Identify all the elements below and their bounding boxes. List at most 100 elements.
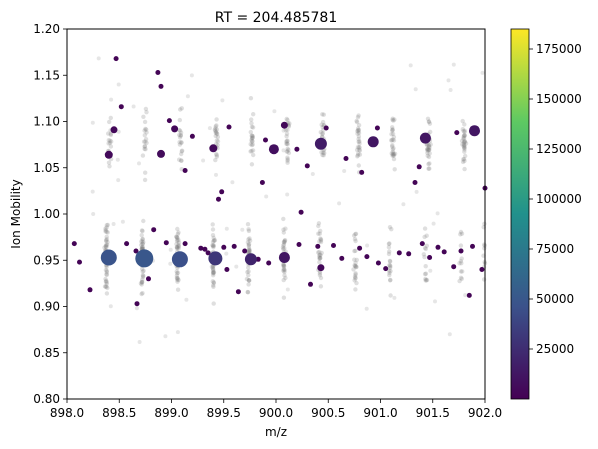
background-point [246, 282, 250, 286]
y-tick-label: 0.85 [33, 346, 60, 360]
background-point [141, 153, 145, 157]
background-point [390, 138, 394, 142]
background-point [105, 269, 109, 273]
chart-title: RT = 204.485781 [215, 10, 338, 26]
background-point [224, 252, 228, 256]
background-point [388, 263, 392, 267]
background-point [282, 148, 286, 152]
background-point [247, 243, 251, 247]
data-point [427, 255, 432, 260]
x-tick-label: 898.0 [50, 406, 84, 420]
background-point [144, 107, 148, 111]
data-point [294, 147, 299, 152]
data-point [263, 138, 268, 143]
y-tick-label: 0.90 [33, 300, 60, 314]
data-point [221, 245, 226, 250]
background-point [138, 340, 142, 344]
background-point [211, 244, 215, 248]
background-point [250, 136, 254, 140]
data-point [305, 163, 310, 168]
background-point [178, 129, 182, 133]
background-point [393, 167, 397, 171]
background-point [452, 63, 456, 67]
background-point [448, 332, 452, 336]
background-point [109, 98, 113, 102]
background-point [106, 131, 110, 135]
y-axis: 0.800.850.900.951.001.051.101.151.20 [33, 22, 67, 406]
x-tick-label: 899.5 [207, 406, 241, 420]
background-point [355, 132, 359, 136]
background-point [447, 78, 451, 82]
background-point [482, 222, 486, 226]
background-point [246, 227, 250, 231]
background-point [424, 278, 428, 282]
data-point [155, 70, 160, 75]
data-point [157, 150, 165, 158]
background-point [141, 237, 145, 241]
background-point [356, 113, 360, 117]
y-axis-label: Ion Mobility [9, 179, 23, 248]
data-point [146, 276, 151, 281]
colorbar-tick-label: 125000 [536, 142, 582, 156]
x-axis-label: m/z [265, 425, 287, 439]
colorbar-tick-label: 150000 [536, 92, 582, 106]
data-point [114, 56, 119, 61]
data-point [119, 104, 124, 109]
background-point [425, 147, 429, 151]
data-point [406, 251, 411, 256]
data-point [219, 189, 224, 194]
colorbar [511, 29, 529, 399]
background-point [424, 272, 428, 276]
background-point [178, 118, 182, 122]
background-point [140, 282, 144, 286]
background-point [387, 271, 391, 275]
background-point [463, 129, 467, 133]
background-point [143, 127, 147, 131]
background-point [112, 222, 116, 226]
data-point [101, 250, 117, 266]
data-point [459, 249, 464, 254]
data-point [88, 287, 93, 292]
background-point [388, 225, 392, 229]
background-point [391, 150, 395, 154]
data-point [299, 210, 304, 215]
colorbar-tick-label: 175000 [536, 42, 582, 56]
background-point [177, 241, 181, 245]
background-point [462, 133, 466, 137]
background-point [317, 260, 321, 264]
background-point [282, 296, 286, 300]
background-point [104, 279, 108, 283]
background-point [184, 298, 188, 302]
background-point [427, 166, 431, 170]
background-point [282, 240, 286, 244]
background-point [211, 279, 215, 283]
background-point [190, 73, 194, 77]
data-point [376, 261, 381, 266]
background-point [463, 293, 467, 297]
background-point [211, 222, 215, 226]
background-point [249, 130, 253, 134]
background-point [353, 287, 357, 291]
y-tick-label: 1.05 [33, 161, 60, 175]
data-point [151, 227, 156, 232]
background-point [461, 119, 465, 123]
background-point [140, 229, 144, 233]
data-point [417, 164, 422, 169]
background-point [186, 94, 190, 98]
background-point [357, 148, 361, 152]
background-point [459, 259, 463, 263]
background-point [428, 122, 432, 126]
y-tick-label: 1.15 [33, 68, 60, 82]
background-point [286, 288, 290, 292]
background-point [214, 152, 218, 156]
data-point [297, 242, 302, 247]
data-point [281, 122, 288, 129]
data-point [269, 144, 279, 154]
data-point [242, 249, 247, 254]
data-point [357, 246, 362, 251]
background-point [432, 222, 436, 226]
background-point [392, 117, 396, 121]
background-point [212, 238, 216, 242]
data-point [208, 251, 222, 265]
